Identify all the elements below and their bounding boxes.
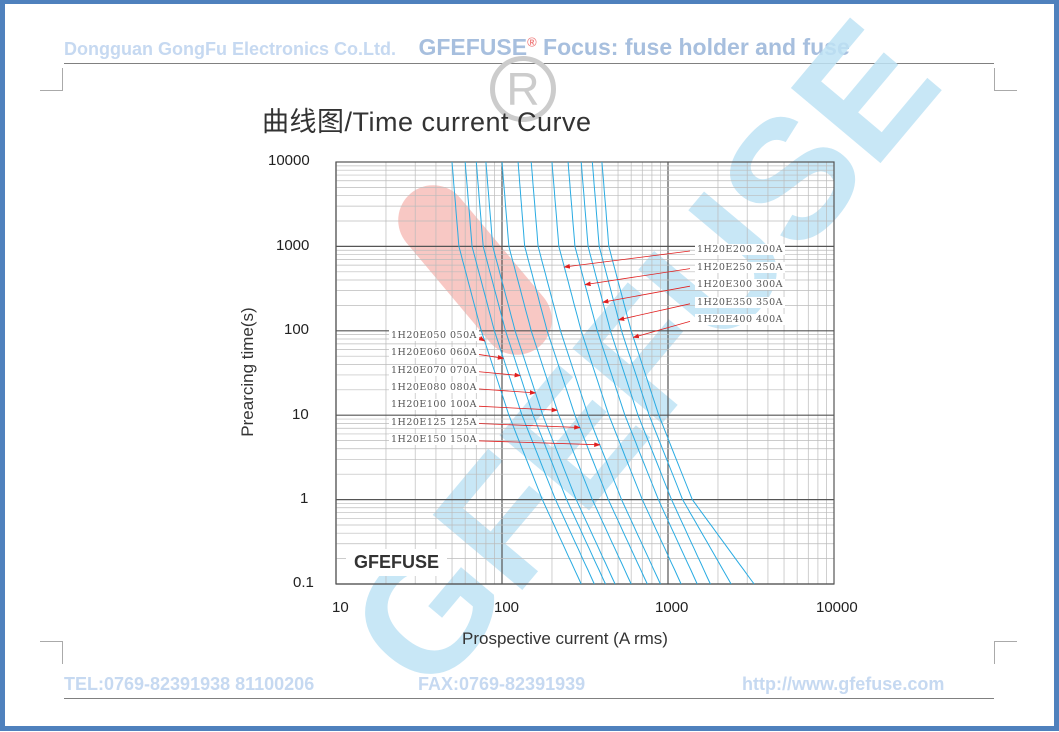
y-tick: 1 (300, 490, 309, 507)
x-tick: 100 (494, 599, 520, 616)
corner-mark (40, 641, 63, 664)
curve-300a (580, 161, 711, 585)
curve-label: 1H20E300 300A (695, 279, 785, 291)
y-tick: 10 (292, 406, 309, 423)
curve-150a (530, 161, 661, 585)
label-arrow (477, 423, 581, 430)
label-arrow (632, 321, 691, 339)
label-arrow (563, 250, 691, 269)
corner-mark (994, 641, 1017, 664)
label-arrow (477, 405, 559, 413)
curve-label: 1H20E100 100A (389, 399, 479, 411)
curve-label: 1H20E400 400A (695, 314, 785, 326)
footer-rule (64, 698, 994, 699)
label-arrow (602, 285, 691, 304)
registered-watermark-icon: R (490, 56, 556, 122)
header: Dongguan GongFu Electronics Co.Ltd. GFEF… (64, 34, 850, 61)
curve-label: 1H20E250 250A (695, 261, 785, 273)
x-tick: 10 (332, 599, 349, 616)
watermark-accent-shape (398, 185, 552, 355)
footer-url[interactable]: http://www.gfefuse.com (742, 674, 945, 694)
curve-label: 1H20E125 125A (389, 416, 479, 428)
footer-tel: TEL:0769-82391938 81100206 (64, 674, 315, 694)
brand-text: GFEFUSE (418, 34, 528, 60)
curve-label: 1H20E150 150A (389, 433, 479, 445)
y-tick: 100 (284, 321, 310, 338)
footer-fax: FAX:0769-82391939 (418, 674, 586, 694)
label-arrow (477, 353, 505, 360)
chart-title: 曲线图/Time current Curve (262, 107, 592, 137)
label-arrow (617, 303, 691, 321)
label-arrow (477, 440, 601, 448)
y-axis-label: Prearcing time(s) (238, 307, 257, 437)
curve-label: 1H20E060 060A (389, 347, 479, 359)
curve-label: 1H20E080 080A (389, 381, 479, 393)
brand-name: GFEFUSE® Focus: fuse holder and fuse (418, 34, 849, 60)
registered-mark: ® (527, 34, 537, 50)
label-arrow (477, 388, 537, 395)
watermark-text: GFEFUSE (313, 0, 975, 724)
curve-80a (485, 161, 616, 585)
curve-200a (551, 161, 682, 585)
corner-mark (994, 68, 1017, 91)
curve-250a (567, 161, 698, 585)
x-tick: 10000 (816, 599, 858, 616)
x-tick: 1000 (655, 599, 689, 616)
corner-mark (40, 68, 63, 91)
slogan: Focus: fuse holder and fuse (543, 34, 850, 60)
y-tick: 0.1 (293, 574, 314, 591)
y-tick: 10000 (268, 152, 310, 169)
curve-label: 1H20E200 200A (695, 244, 785, 255)
label-arrow (477, 371, 521, 378)
curve-label: 1H20E350 350A (695, 296, 785, 308)
label-arrow (584, 268, 691, 287)
curve-400a (601, 161, 755, 585)
plot-frame (335, 161, 835, 585)
curve-125a (517, 161, 648, 585)
curve-60a (464, 161, 595, 585)
y-tick: 1000 (276, 237, 310, 254)
curve-100a (501, 161, 632, 585)
x-axis-label: Prospective current (A rms) (462, 629, 668, 648)
curve-label: 1H20E050 050A (389, 330, 479, 341)
curve-350a (591, 161, 732, 585)
curve-label: 1H20E070 070A (389, 364, 479, 376)
company-name: Dongguan GongFu Electronics Co.Ltd. (64, 39, 396, 59)
label-arrow (477, 336, 486, 342)
watermark-box-label: GFEFUSE (346, 549, 448, 576)
